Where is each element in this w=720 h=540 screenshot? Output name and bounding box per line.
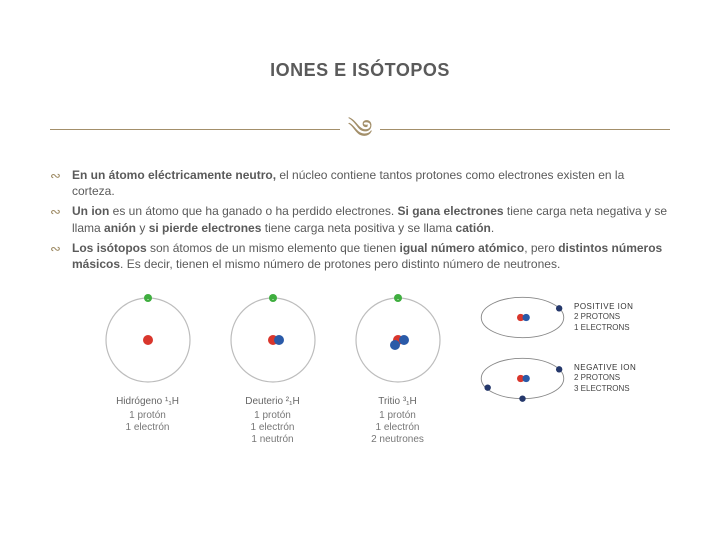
positive-ion-desc: 2 PROTONS 1 ELECTRONS (574, 312, 633, 333)
atom-diagram: - (223, 290, 323, 390)
isotopes-panel: - Hidrógeno ¹₁H 1 protón1 electrón - Deu… (90, 290, 455, 446)
isotope-item: - Tritio ³₁H 1 protón1 electrón2 neutron… (340, 290, 455, 446)
svg-text:-: - (397, 297, 399, 303)
svg-text:-: - (272, 297, 274, 303)
isotope-item: - Hidrógeno ¹₁H 1 protón1 electrón (90, 290, 205, 446)
page-title: IONES E ISÓTOPOS (50, 60, 670, 81)
positive-ion-text: POSITIVE ION 2 PROTONS 1 ELECTRONS (570, 302, 633, 333)
swirl-icon: ༄ (348, 116, 373, 142)
bullet-item: Los isótopos son átomos de un mismo elem… (50, 240, 670, 272)
positive-ion-title: POSITIVE ION (574, 302, 633, 312)
divider-line-right (380, 129, 670, 130)
bullet-item: En un átomo eléctricamente neutro, el nú… (50, 167, 670, 199)
ions-panel: POSITIVE ION 2 PROTONS 1 ELECTRONS (475, 290, 655, 412)
isotope-caption: Hidrógeno ¹₁H 1 protón1 electrón (90, 396, 205, 434)
isotope-caption: Tritio ³₁H 1 protón1 electrón2 neutrones (340, 396, 455, 446)
isotope-caption: Deuterio ²₁H 1 protón1 electrón1 neutrón (215, 396, 330, 446)
negative-ion-row: NEGATIVE ION 2 PROTONS 3 ELECTRONS (475, 351, 655, 406)
negative-ion-diagram (475, 351, 570, 406)
atom-diagram: - (98, 290, 198, 390)
divider-line-left (50, 129, 340, 130)
bullet-list: En un átomo eléctricamente neutro, el nú… (50, 167, 670, 272)
atom-diagram: - (348, 290, 448, 390)
isotope-item: - Deuterio ²₁H 1 protón1 electrón1 neutr… (215, 290, 330, 446)
divider: ༄ (50, 116, 670, 142)
negative-ion-desc: 2 PROTONS 3 ELECTRONS (574, 373, 636, 394)
svg-text:-: - (147, 297, 149, 303)
positive-ion-diagram (475, 290, 570, 345)
bullet-item: Un ion es un átomo que ha ganado o ha pe… (50, 203, 670, 235)
negative-ion-text: NEGATIVE ION 2 PROTONS 3 ELECTRONS (570, 363, 636, 394)
slide-content: IONES E ISÓTOPOS ༄ En un átomo eléctrica… (0, 0, 720, 540)
negative-ion-title: NEGATIVE ION (574, 363, 636, 373)
figures-row: - Hidrógeno ¹₁H 1 protón1 electrón - Deu… (50, 290, 670, 446)
positive-ion-row: POSITIVE ION 2 PROTONS 1 ELECTRONS (475, 290, 655, 345)
